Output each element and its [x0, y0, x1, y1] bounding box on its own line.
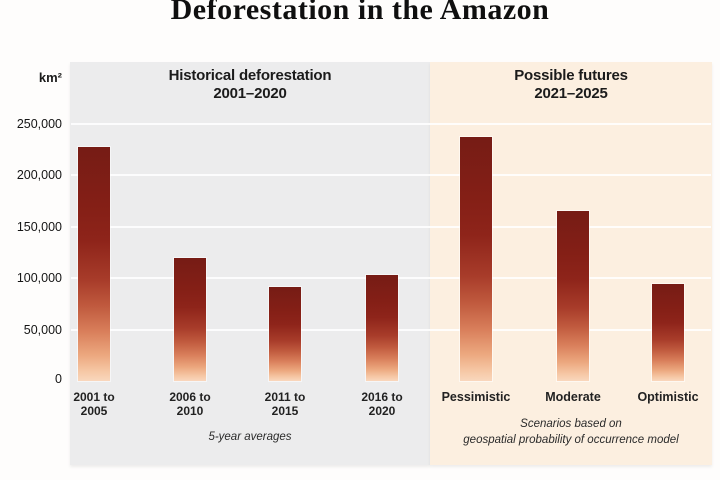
- bar-label-line: Moderate: [545, 390, 601, 404]
- bar-pessimistic: [460, 137, 492, 381]
- y-tick-label: 200,000: [16, 168, 62, 183]
- y-tick-label: 50,000: [23, 322, 62, 337]
- futures-footnote: Scenarios based on geospatial probabilit…: [430, 416, 712, 448]
- bar-2001-to-2005: [78, 146, 110, 381]
- historical-footnote: 5-year averages: [208, 431, 292, 443]
- futures-panel-header: Possible futures 2021–2025: [430, 67, 712, 103]
- y-tick-label: 0: [55, 372, 62, 386]
- y-tick-label: 100,000: [16, 271, 62, 286]
- bar-label-line: 2015: [271, 404, 299, 418]
- bar-2016-to-2020: [366, 275, 398, 381]
- bar-label: Pessimistic: [428, 390, 524, 404]
- gridline-250000: [71, 123, 711, 125]
- y-tick-label: 250,000: [16, 117, 62, 131]
- bar-label-line: 2010: [176, 404, 204, 418]
- futures-header-line1: Possible futures: [514, 67, 628, 84]
- bar-moderate: [557, 211, 589, 381]
- bar-label-line: 2016 to: [361, 390, 403, 404]
- historical-panel: Historical deforestation 2001–2020: [70, 62, 430, 465]
- futures-footnote-line1: Scenarios based on: [520, 418, 622, 430]
- bar-optimistic: [652, 284, 684, 381]
- bar-label: Moderate: [525, 390, 621, 404]
- bar-label: 2006 to 2010: [155, 390, 225, 418]
- bar-label: 2011 to 2015: [250, 390, 320, 418]
- bar-label-line: Pessimistic: [441, 390, 511, 404]
- bar-label-line: 2005: [80, 404, 108, 418]
- y-axis-unit-label: km²: [38, 70, 62, 85]
- bar-label-line: 2020: [368, 404, 396, 418]
- page-title: Deforestation in the Amazon: [170, 0, 550, 26]
- historical-header-line1: Historical deforestation: [168, 67, 332, 84]
- bar-label: Optimistic: [620, 390, 716, 404]
- bar-label-line: 2006 to: [169, 390, 211, 404]
- gridline-200000: [71, 174, 711, 177]
- bar-2006-to-2010: [174, 257, 206, 381]
- bar-label: 2001 to 2005: [59, 390, 129, 418]
- historical-panel-header: Historical deforestation 2001–2020: [70, 67, 430, 103]
- bar-label: 2016 to 2020: [347, 390, 417, 418]
- bar-2011-to-2015: [269, 287, 301, 381]
- bar-label-line: Optimistic: [637, 390, 699, 404]
- historical-header-line2: 2001–2020: [213, 85, 287, 102]
- futures-header-line2: 2021–2025: [534, 85, 608, 102]
- bar-label-line: 2011 to: [264, 390, 306, 404]
- futures-footnote-line2: geospatial probability of occurrence mod…: [463, 434, 679, 446]
- y-tick-label: 150,000: [16, 219, 62, 234]
- bar-label-line: 2001 to: [73, 390, 115, 404]
- gridline-150000: [71, 225, 711, 228]
